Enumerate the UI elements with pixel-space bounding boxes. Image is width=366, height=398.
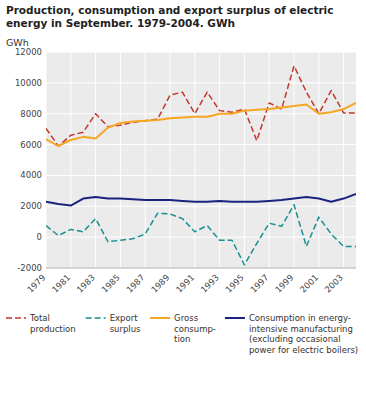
plot-background: [46, 52, 356, 268]
y-tick-label: 2000: [20, 201, 42, 211]
grid-line: [170, 52, 171, 268]
line-series: [46, 205, 356, 265]
line-series: [46, 194, 356, 206]
grid-line: [95, 52, 96, 268]
line-series: [46, 103, 356, 146]
line-series: [46, 66, 356, 146]
grid-line: [46, 175, 356, 176]
grid-line: [46, 206, 356, 207]
grid-line: [70, 52, 71, 268]
legend-label: Consumption in energy-intensive manufact…: [249, 313, 358, 355]
legend-swatch: [150, 317, 170, 319]
chart: Production, consumption and export surpl…: [0, 0, 366, 398]
grid-line: [46, 82, 356, 83]
title: Production, consumption and export surpl…: [6, 4, 333, 29]
grid-line: [244, 52, 245, 268]
grid-line: [318, 52, 319, 268]
legend-swatch: [225, 317, 245, 319]
legend-swatch: [6, 317, 26, 319]
legend-item: Exportsurplus: [86, 313, 141, 334]
grid-line: [269, 52, 270, 268]
legend-label: Exportsurplus: [110, 313, 141, 334]
legend-swatch: [86, 317, 106, 319]
grid-line: [46, 237, 356, 238]
x-tick-label: 1985: [99, 272, 121, 294]
y-tick-label: -2000: [17, 263, 42, 273]
y-tick-label: 8000: [20, 109, 42, 119]
x-tick-label: 1987: [124, 272, 146, 294]
y-tick-label: 6000: [20, 140, 42, 150]
x-tick-label: 2003: [323, 272, 345, 294]
y-tick-label: 4000: [20, 170, 42, 180]
x-tick-label: 1993: [199, 272, 221, 294]
grid-line: [343, 52, 344, 268]
x-tick-label: 1989: [149, 272, 171, 294]
x-tick-label: 1999: [273, 272, 295, 294]
grid-line: [219, 52, 220, 268]
x-tick-label: 1983: [75, 272, 97, 294]
x-tick-label: 1979: [25, 272, 47, 294]
y-tick-label: 12000: [15, 47, 42, 57]
legend: Totalproduction Exportsurplus Grossconsump…: [6, 313, 358, 355]
grid-line: [46, 113, 356, 114]
grid-line: [46, 52, 47, 268]
grid-line: [120, 52, 121, 268]
x-tick-label: 2001: [298, 272, 320, 294]
legend-label: Totalproduction: [29, 313, 76, 334]
y-tick-label: 0: [37, 232, 42, 242]
grid-line: [46, 144, 356, 145]
grid-line: [46, 52, 356, 53]
grid-line: [46, 268, 356, 269]
x-axis-line: [46, 268, 356, 269]
legend-item: Consumption in energy-intensive manufact…: [225, 313, 358, 355]
x-tick-label: 1991: [174, 272, 196, 294]
grid-line: [145, 52, 146, 268]
y-tick-label: 10000: [15, 78, 42, 88]
grid-line: [294, 52, 295, 268]
x-tick-label: 1997: [248, 272, 270, 294]
plot-lines: [46, 66, 356, 265]
legend-label: Grossconsump-tion: [174, 313, 216, 344]
x-tick-label: 1995: [223, 272, 245, 294]
legend-item: Totalproduction: [6, 313, 76, 334]
legend-item: Grossconsump-tion: [150, 313, 216, 344]
x-tick-label: 1981: [50, 272, 72, 294]
grid-line: [194, 52, 195, 268]
